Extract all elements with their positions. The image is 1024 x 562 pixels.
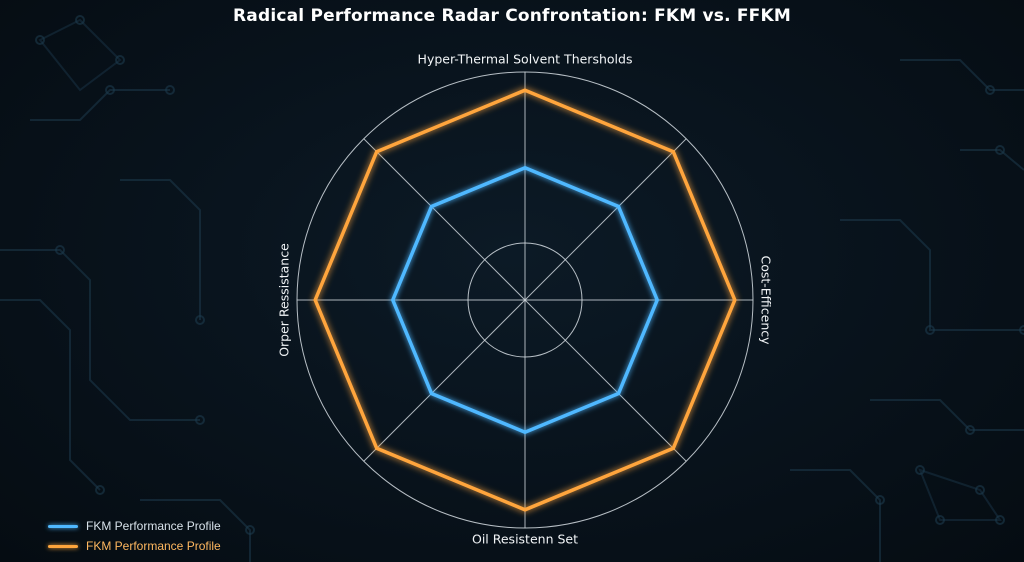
- molecule-shape: [918, 468, 1002, 521]
- legend-label: FKM Performance Profile: [86, 519, 221, 533]
- circuit-node: [915, 465, 925, 475]
- grid-spoke: [363, 138, 526, 301]
- circuit-node: [105, 85, 115, 95]
- legend: FKM Performance Profile FKM Performance …: [48, 516, 221, 556]
- circuit-node: [245, 525, 255, 535]
- circuit-node: [975, 485, 985, 495]
- circuit-node: [995, 515, 1005, 525]
- series-polygon-0: [390, 165, 660, 435]
- axis-label: Oil Resistenn Set: [472, 532, 578, 547]
- grid-spoke: [524, 299, 687, 462]
- circuit-node: [115, 55, 125, 65]
- series-polygon-1: [313, 88, 737, 512]
- circuit-node: [195, 315, 205, 325]
- circuit-trace: [0, 249, 200, 421]
- circuit-node: [165, 85, 175, 95]
- legend-swatch-blue: [48, 524, 78, 528]
- circuit-node: [55, 245, 65, 255]
- radar-series: [313, 88, 737, 512]
- circuit-trace: [30, 89, 170, 121]
- axis-label: Hyper-Thermal Solvent Thersholds: [418, 52, 633, 67]
- circuit-trace: [790, 469, 881, 562]
- circuit-trace: [870, 399, 1024, 431]
- circuit-trace: [840, 219, 1024, 331]
- circuit-node: [995, 145, 1005, 155]
- chart-title: Radical Performance Radar Confrontation:…: [233, 6, 791, 26]
- axis-label: Cost-Efficency: [759, 255, 774, 345]
- legend-item: FKM Performance Profile: [48, 536, 221, 556]
- circuit-node: [195, 415, 205, 425]
- legend-label: FKM Performance Profile: [86, 539, 221, 553]
- circuit-node: [925, 325, 935, 335]
- circuit-node: [75, 15, 85, 25]
- circuit-node: [935, 515, 945, 525]
- circuit-node: [1019, 325, 1024, 335]
- axis-labels: Hyper-Thermal Solvent Thersholds Cost-Eff…: [277, 52, 774, 547]
- legend-swatch-orange: [48, 544, 78, 548]
- molecule-shape: [38, 18, 122, 92]
- grid-spoke: [363, 299, 526, 462]
- circuit-trace: [900, 59, 1024, 91]
- circuit-node: [985, 85, 995, 95]
- circuit-node: [35, 35, 45, 45]
- circuit-node: [875, 495, 885, 505]
- circuit-trace: [960, 149, 1024, 171]
- circuit-trace: [140, 499, 251, 562]
- circuit-trace: [0, 299, 101, 491]
- circuit-node: [965, 425, 975, 435]
- circuit-trace: [120, 179, 201, 320]
- circuit-node: [95, 485, 105, 495]
- grid-spoke: [524, 138, 687, 301]
- legend-item: FKM Performance Profile: [48, 516, 221, 536]
- circuit-background: [0, 15, 1024, 562]
- radar-grid: [296, 71, 754, 529]
- axis-label: Orper Ressistance: [277, 243, 292, 357]
